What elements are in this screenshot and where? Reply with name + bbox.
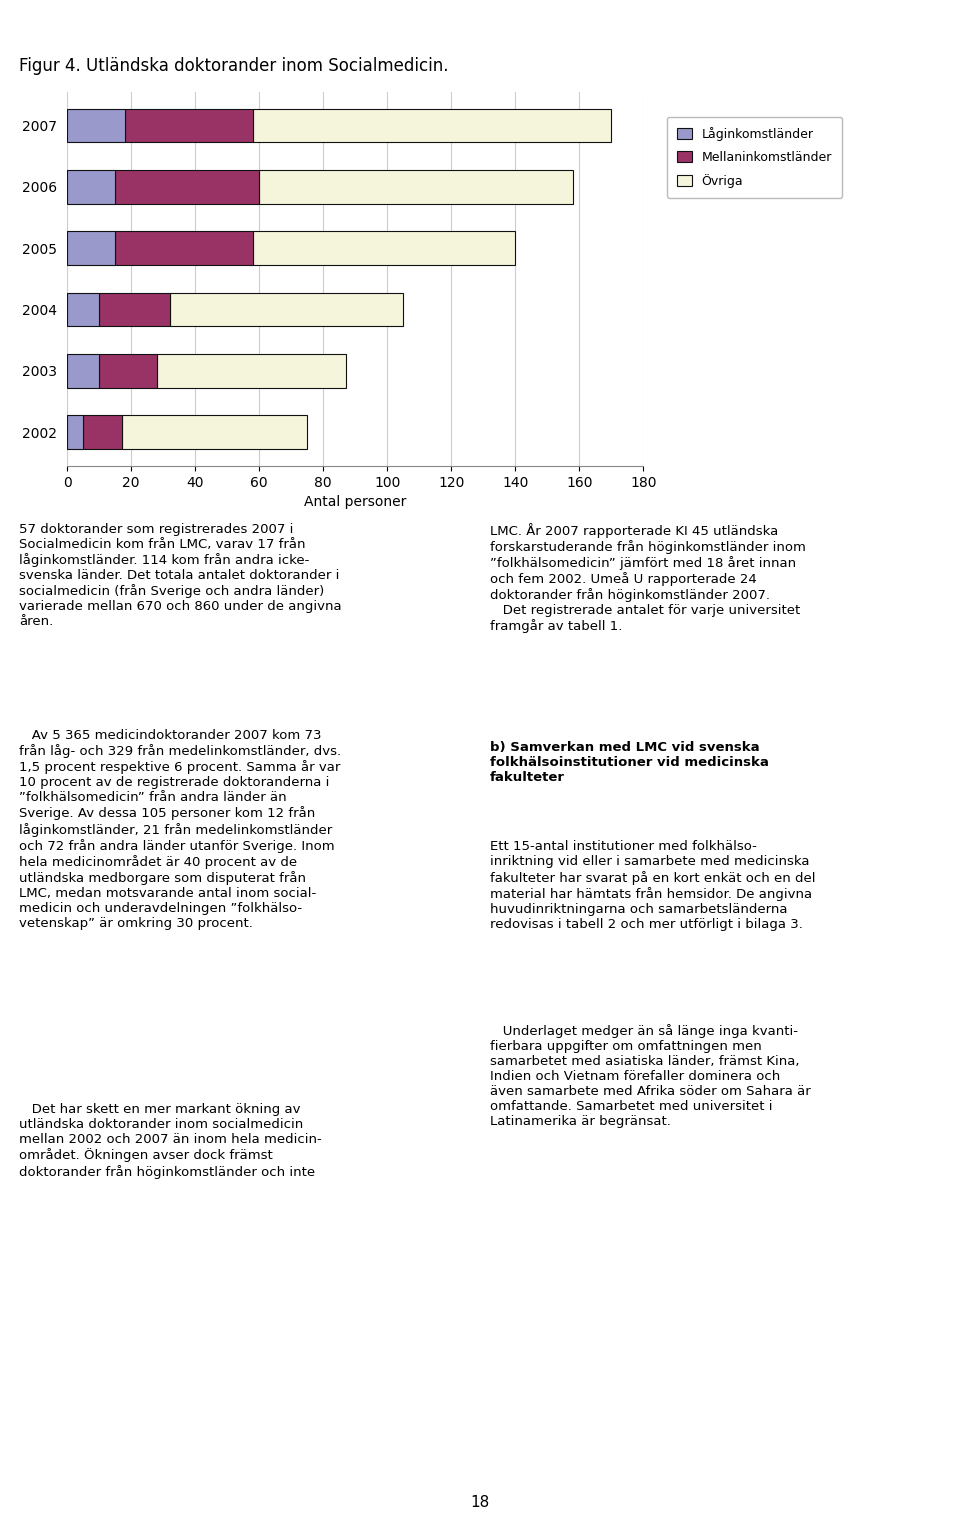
Bar	[125, 108, 252, 142]
Text: Det har skett en mer markant ökning av
utländska doktorander inom socialmedicin
: Det har skett en mer markant ökning av u…	[19, 1103, 322, 1178]
Bar	[122, 416, 307, 449]
Bar	[252, 231, 516, 264]
Bar	[170, 293, 403, 327]
Bar	[115, 231, 252, 264]
Text: 18: 18	[470, 1494, 490, 1510]
Text: Ett 15-antal institutioner med folkhälso-
inriktning vid eller i samarbete med m: Ett 15-antal institutioner med folkhälso…	[490, 840, 815, 931]
Text: b) Samverkan med LMC vid svenska
folkhälsoinstitutioner vid medicinska
fakultete: b) Samverkan med LMC vid svenska folkhäl…	[490, 741, 768, 784]
Bar	[252, 108, 612, 142]
Bar	[156, 354, 346, 388]
Text: 57 doktorander som registrerades 2007 i
Socialmedicin kom från LMC, varav 17 frå: 57 doktorander som registrerades 2007 i …	[19, 523, 342, 628]
Bar	[67, 293, 99, 327]
Text: LMC. År 2007 rapporterade KI 45 utländska
forskarstuderande från höginkomstlände: LMC. År 2007 rapporterade KI 45 utländsk…	[490, 523, 805, 634]
Bar	[115, 170, 259, 203]
Bar	[259, 170, 573, 203]
Bar	[99, 354, 156, 388]
Bar	[67, 108, 125, 142]
Bar	[99, 293, 170, 327]
Legend: Låginkomstländer, Mellaninkomstländer, Övriga: Låginkomstländer, Mellaninkomstländer, Ö…	[667, 116, 842, 197]
Text: Figur 4. Utländska doktorander inom Socialmedicin.: Figur 4. Utländska doktorander inom Soci…	[19, 57, 448, 75]
Bar	[67, 170, 115, 203]
Bar	[67, 231, 115, 264]
Bar	[67, 416, 84, 449]
Bar	[84, 416, 122, 449]
Text: Underlaget medger än så länge inga kvanti-
fierbara uppgifter om omfattningen me: Underlaget medger än så länge inga kvant…	[490, 1024, 810, 1128]
Bar	[67, 354, 99, 388]
X-axis label: Antal personer: Antal personer	[304, 495, 406, 509]
Text: Av 5 365 medicindoktorander 2007 kom 73
från låg- och 329 från medelinkomstlände: Av 5 365 medicindoktorander 2007 kom 73 …	[19, 729, 342, 931]
